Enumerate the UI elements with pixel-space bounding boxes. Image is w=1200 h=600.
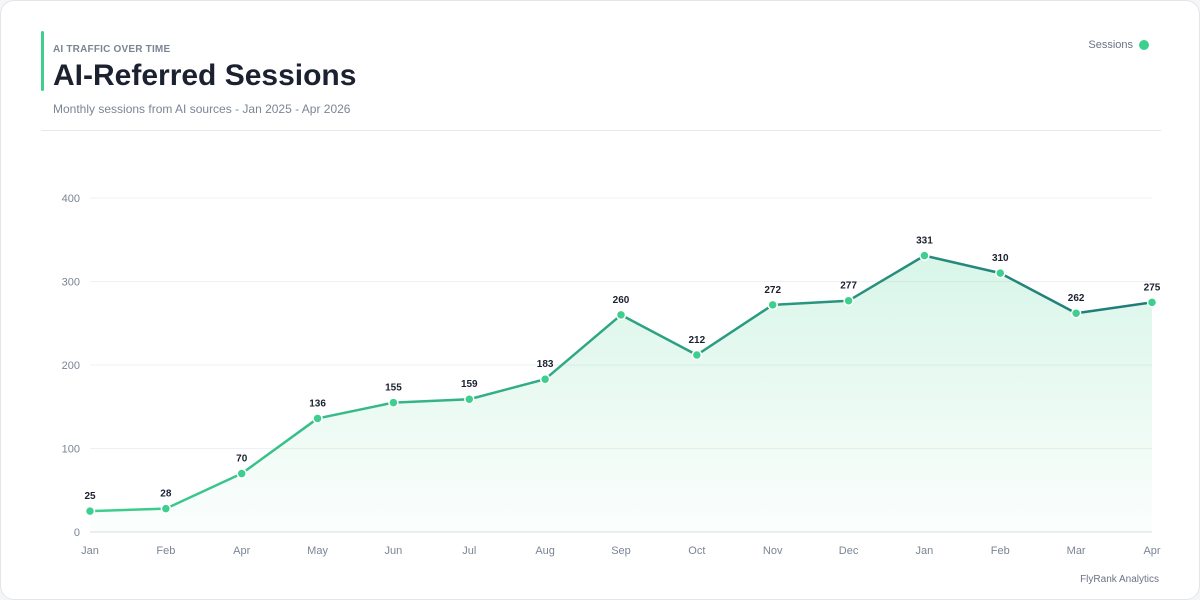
chart-subtitle: Monthly sessions from AI sources - Jan 2… [53, 102, 351, 116]
y-tick-label: 0 [74, 527, 80, 539]
x-tick-label: Apr [233, 545, 250, 557]
data-label: 28 [160, 489, 172, 500]
data-point [919, 250, 930, 261]
data-label: 275 [1144, 282, 1161, 293]
data-label: 183 [537, 359, 554, 370]
accent-bar [41, 31, 44, 91]
data-label: 277 [840, 281, 857, 292]
x-tick-label: Oct [688, 545, 705, 557]
x-tick-label: May [307, 545, 328, 557]
data-point [312, 413, 323, 424]
x-tick-label: Jun [385, 545, 403, 557]
x-tick-label: Aug [535, 545, 555, 557]
footer-credit: FlyRank Analytics [1080, 574, 1159, 585]
header-divider [41, 130, 1161, 131]
data-point [388, 397, 399, 408]
data-point [615, 309, 627, 321]
data-point [464, 393, 475, 405]
data-point [767, 299, 778, 311]
y-tick-label: 200 [62, 360, 80, 372]
chart-legend[interactable]: Sessions [1088, 39, 1149, 51]
data-label: 25 [84, 491, 96, 502]
data-label: 159 [461, 379, 478, 390]
data-point [691, 349, 703, 361]
data-point [160, 503, 172, 514]
area-fill [90, 255, 1152, 533]
x-tick-label: Jan [81, 545, 99, 557]
data-point [995, 267, 1006, 279]
data-label: 262 [1068, 293, 1085, 304]
data-label: 70 [236, 454, 248, 465]
data-label: 212 [689, 335, 706, 346]
x-tick-label: Mar [1067, 545, 1086, 557]
x-tick-label: Feb [991, 545, 1010, 557]
y-tick-label: 100 [62, 444, 80, 456]
x-tick-label: Feb [156, 545, 175, 557]
data-point [84, 505, 96, 517]
y-tick-label: 400 [62, 193, 80, 205]
x-tick-label: Jul [462, 545, 476, 557]
x-tick-label: Jan [916, 545, 934, 557]
data-point [843, 295, 854, 306]
data-label: 136 [309, 398, 326, 409]
legend-label: Sessions [1088, 39, 1133, 51]
data-label: 310 [992, 253, 1009, 264]
chart-eyebrow: AI TRAFFIC OVER TIME [53, 44, 171, 55]
data-point [236, 468, 247, 479]
data-point [1070, 307, 1082, 319]
data-label: 260 [613, 295, 630, 306]
legend-swatch [1139, 40, 1149, 50]
x-tick-label: Sep [611, 545, 631, 557]
y-tick-label: 300 [62, 277, 80, 289]
x-tick-label: Nov [763, 545, 783, 557]
x-tick-label: Dec [839, 545, 859, 557]
data-point [539, 373, 551, 385]
data-label: 331 [916, 236, 933, 247]
data-point [1146, 297, 1158, 308]
data-label: 155 [385, 383, 402, 394]
data-label: 272 [764, 285, 781, 296]
x-tick-label: Apr [1143, 545, 1160, 557]
chart-title: AI-Referred Sessions [53, 59, 357, 92]
